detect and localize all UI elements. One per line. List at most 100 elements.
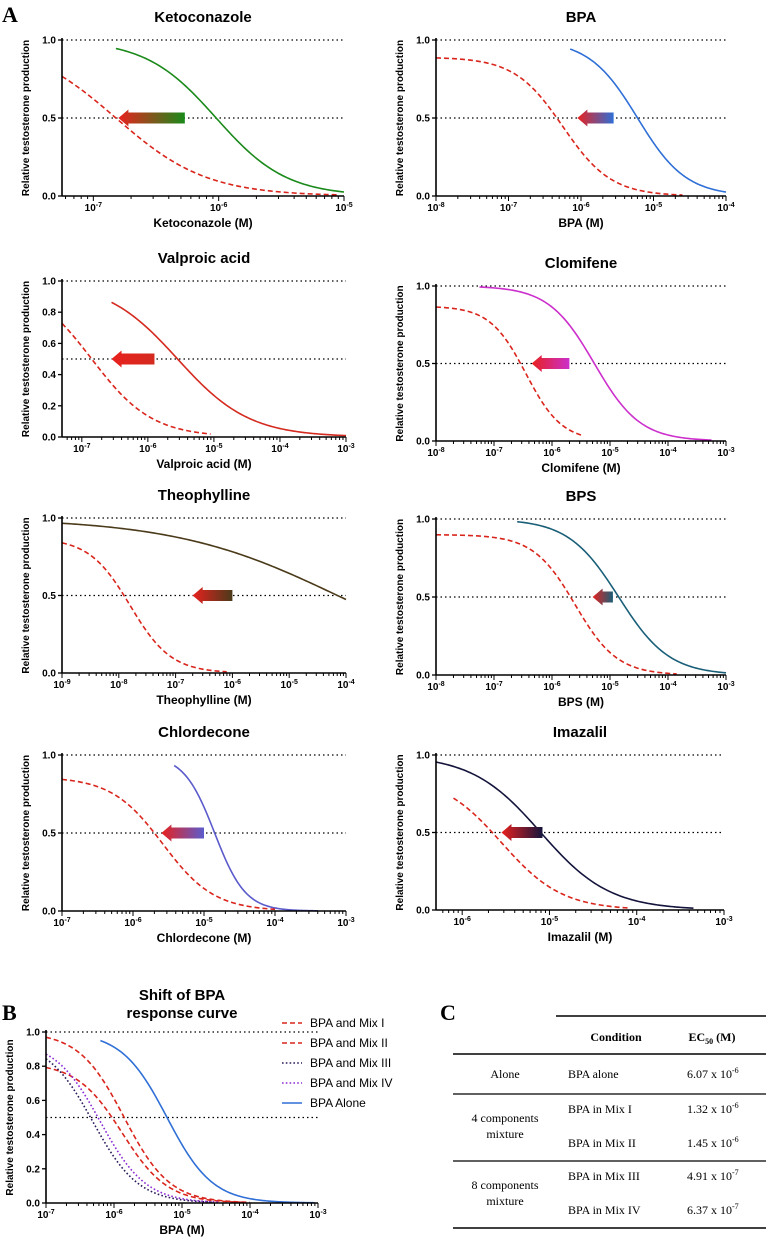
x-axis-label: Ketoconazole (M) — [153, 216, 252, 230]
group-label: 4 components — [472, 1111, 539, 1125]
chart-title: Ketoconazole — [154, 9, 252, 26]
series-bpa-and-mix-i — [45, 1066, 244, 1204]
y-tick-label: 1.0 — [416, 515, 430, 526]
x-tick-label: 10-7 — [485, 447, 502, 459]
chart-imazalil: Imazalil 0.0 0.5 1.0 10-6 10-5 10-4 10-3 Imazali… — [395, 724, 733, 944]
chart-title: BPA — [566, 9, 597, 26]
chart-title: Imazalil — [553, 724, 607, 741]
legend-label: BPA and Mix II — [310, 1036, 388, 1050]
panel-label-b: B — [2, 1000, 17, 1025]
series-mixture — [435, 57, 683, 196]
shift-arrow — [592, 588, 613, 606]
y-tick-label: 0.4 — [42, 370, 56, 381]
x-tick-label: 10-3 — [715, 916, 732, 928]
series-mixture — [453, 797, 629, 909]
x-tick-label: 10-4 — [241, 1209, 258, 1221]
y-tick-label: 0.0 — [42, 907, 56, 918]
y-tick-label: 0.8 — [26, 1062, 40, 1073]
row-ec50: 1.32 x 10-6 — [687, 1101, 739, 1116]
y-tick-label: 0.0 — [26, 1199, 40, 1210]
chart-title: Clomifene — [545, 255, 618, 272]
y-tick-label: 0.0 — [42, 669, 56, 680]
x-tick-label: 10-4 — [271, 443, 288, 455]
series-mixture — [61, 75, 338, 196]
series-bpa-alone — [100, 1039, 315, 1204]
y-axis-label: Relative testosterone production — [21, 281, 32, 437]
x-tick-label: 10-3 — [309, 1209, 326, 1221]
x-tick-label: 10-4 — [337, 679, 354, 691]
x-tick-label: 10-7 — [53, 917, 70, 929]
x-tick-label: 10-9 — [53, 679, 70, 691]
chart-clomifene: Clomifene 0.0 0.5 1.0 10-8 10-7 10-6 10-5 10-4 10… — [395, 255, 735, 475]
x-tick-label: 10-8 — [427, 447, 444, 459]
series-bpa-alone — [569, 48, 727, 193]
group-label: 8 components — [472, 1178, 539, 1192]
legend-item-bpa-and-mix-ii: BPA and Mix II — [282, 1036, 388, 1050]
y-axis-label: Relative testosterone production — [21, 40, 32, 196]
y-tick-label: 0.0 — [416, 192, 430, 203]
x-tick-label: 10-8 — [110, 679, 127, 691]
chart-valproic-acid: Valproic acid 0.0 0.2 0.4 0.6 0.8 1.0 10-7 10-6 1… — [21, 250, 355, 471]
row-condition: BPA in Mix IV — [568, 1203, 641, 1217]
y-tick-label: 1.0 — [42, 277, 56, 288]
y-tick-label: 1.0 — [42, 751, 56, 762]
shift-arrow — [111, 350, 155, 368]
x-tick-label: 10-7 — [73, 443, 90, 455]
x-tick-label: 10-8 — [427, 681, 444, 693]
series-mixture — [435, 533, 677, 675]
x-tick-label: 10-5 — [541, 916, 558, 928]
chart-title: Chlordecone — [158, 724, 250, 741]
row-ec50: 1.45 x 10-6 — [687, 1135, 739, 1150]
y-tick-label: 0.5 — [42, 591, 56, 602]
ec50-table: Condition EC50 (M) Alone BPA alone 6.07 x 10… — [453, 1015, 766, 1229]
chart-title-line: response curve — [127, 1005, 238, 1022]
row-condition: BPA in Mix II — [568, 1136, 636, 1150]
x-tick-label: 10-6 — [139, 443, 156, 455]
y-axis-label: Relative testosterone production — [395, 754, 406, 910]
row-condition: BPA alone — [568, 1067, 619, 1081]
header-ec50: EC50 (M) — [689, 1030, 736, 1046]
series-mixture — [61, 778, 276, 911]
legend-label: BPA and Mix I — [310, 1016, 384, 1030]
series-bpa-and-mix-iii — [45, 1058, 213, 1203]
series-imazalil-alone — [435, 761, 694, 909]
x-tick-label: 10-5 — [335, 202, 352, 214]
y-axis-label: Relative testosterone production — [5, 1039, 16, 1195]
y-tick-label: 0.0 — [416, 437, 430, 448]
row-ec50: 4.91 x 10-7 — [687, 1168, 739, 1183]
group-label: mixture — [486, 1194, 523, 1208]
y-tick-label: 0.0 — [42, 433, 56, 444]
y-tick-label: 0.5 — [416, 593, 430, 604]
x-tick-label: 10-7 — [500, 202, 517, 214]
y-tick-label: 1.0 — [26, 1028, 40, 1039]
legend-item-bpa-and-mix-i: BPA and Mix I — [282, 1016, 384, 1030]
panel-label-c: C — [440, 1000, 456, 1025]
y-tick-label: 1.0 — [416, 751, 430, 762]
x-tick-label: 10-5 — [195, 917, 212, 929]
y-tick-label: 0.6 — [26, 1096, 40, 1107]
legend: BPA and Mix I BPA and Mix II BPA and Mix I… — [282, 1016, 392, 1110]
group-label: mixture — [486, 1127, 523, 1141]
x-tick-label: 10-6 — [124, 917, 141, 929]
x-tick-label: 10-5 — [205, 443, 222, 455]
legend-label: BPA Alone — [310, 1096, 366, 1110]
x-tick-label: 10-6 — [543, 447, 560, 459]
x-axis-label: Theophylline (M) — [156, 693, 251, 707]
y-tick-label: 1.0 — [416, 36, 430, 47]
x-tick-label: 10-3 — [337, 917, 354, 929]
x-tick-label: 10-7 — [167, 679, 184, 691]
chart-theophylline: Theophylline 0.0 0.5 1.0 10-9 10-8 10-7 10-6 10-… — [21, 487, 355, 707]
y-tick-label: 0.8 — [42, 308, 56, 319]
row-ec50: 6.07 x 10-6 — [687, 1066, 739, 1081]
row-ec50: 6.37 x 10-7 — [687, 1202, 739, 1217]
x-tick-label: 10-3 — [717, 681, 734, 693]
x-tick-label: 10-5 — [601, 681, 618, 693]
series-mixture — [61, 542, 227, 673]
y-tick-label: 1.0 — [42, 514, 56, 525]
y-axis-label: Relative testosterone production — [395, 285, 406, 441]
series-bpa-and-mix-iv — [45, 1053, 220, 1203]
legend-item-bpa-and-mix-iv: BPA and Mix IV — [282, 1076, 392, 1090]
series-clomifene-alone — [479, 286, 712, 441]
x-tick-label: 10-6 — [224, 679, 241, 691]
